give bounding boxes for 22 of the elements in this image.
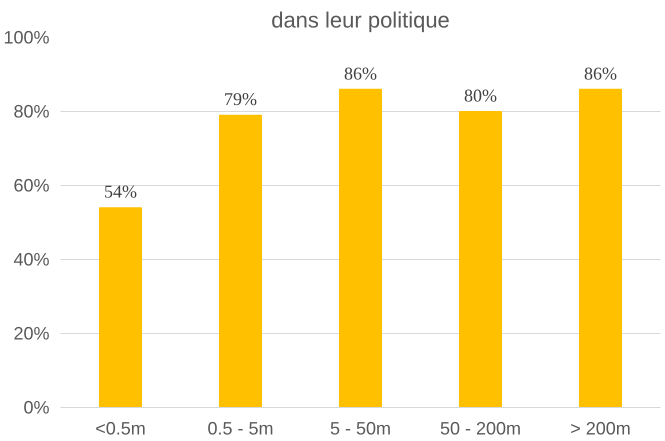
bar [459,111,502,408]
x-tick-label: > 200m [570,418,631,438]
y-tick-label: 0% [23,398,50,418]
y-tick-label: 80% [13,102,50,122]
data-label: 54% [104,182,138,202]
x-tick-label: 5 - 50m [330,418,392,438]
data-label: 86% [584,63,618,84]
x-tick-label: 50 - 200m [440,418,522,438]
chart-title: dans leur politique [271,8,450,32]
bar [339,88,382,408]
data-label: 79% [224,89,258,110]
y-tick-label: 20% [13,324,50,344]
y-tick-label: 100% [3,28,50,48]
bar [219,114,262,408]
y-tick-label: 60% [13,176,50,196]
data-label: 86% [344,63,378,84]
x-tick-label: 0.5 - 5m [207,418,274,438]
bar [579,88,622,408]
data-label: 80% [464,86,498,106]
y-tick-label: 40% [13,250,50,270]
bar [99,207,142,408]
x-tick-label: <0.5m [95,418,146,438]
